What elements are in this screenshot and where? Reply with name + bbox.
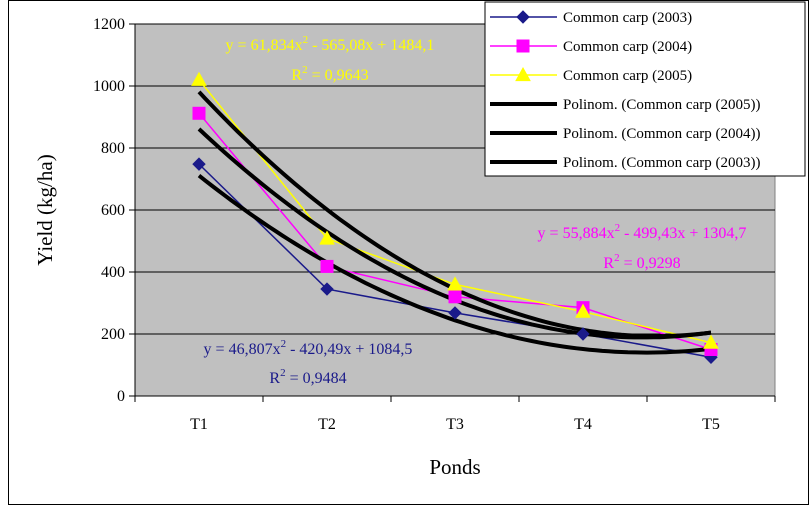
legend-marker [516, 10, 530, 24]
x-tick-label: T5 [702, 416, 720, 433]
data-point [447, 276, 463, 291]
data-point [448, 290, 462, 304]
data-point [448, 306, 462, 320]
data-point [320, 259, 334, 273]
data-point [575, 303, 591, 318]
data-point [191, 71, 207, 86]
trendline [197, 174, 712, 355]
legend-label: Polinom. (Common carp (2003)) [563, 155, 760, 171]
data-point [703, 334, 719, 349]
legend: Common carp (2003) Common carp (2004) Comm… [484, 1, 806, 177]
data-point [192, 106, 206, 120]
legend-label: Polinom. (Common carp (2005)) [563, 97, 760, 113]
x-tick-label: T3 [446, 416, 464, 433]
y-axis-title: Yield (kg/ha) [33, 154, 57, 265]
x-tick-label: T2 [318, 416, 336, 433]
legend-marker [515, 66, 531, 82]
legend-marker [516, 39, 530, 53]
data-point [576, 327, 590, 341]
data-point [319, 230, 335, 245]
r-squared-label: R2 = 0,9298 [603, 252, 680, 272]
r-squared-label: R2 = 0,9484 [269, 367, 346, 387]
trendline-equation: y = 61,834x2 - 565,08x + 1484,1 [226, 34, 435, 54]
y-tick-label: 600 [101, 202, 125, 219]
legend-label: Common carp (2005) [563, 68, 692, 84]
y-tick-label: 0 [117, 388, 125, 405]
y-tick-label: 1200 [93, 16, 125, 33]
trendline-equation: y = 46,807x2 - 420,49x + 1084,5 [204, 338, 413, 358]
x-tick-label: T4 [574, 416, 592, 433]
y-tick-label: 200 [101, 326, 125, 343]
trendline-equation: y = 55,884x2 - 499,43x + 1304,7 [538, 222, 747, 242]
x-tick-label: T1 [190, 416, 208, 433]
data-point [192, 157, 206, 171]
y-tick-label: 1000 [93, 78, 125, 95]
legend-label: Common carp (2003) [563, 10, 692, 26]
r-squared-label: R2 = 0,9643 [291, 64, 368, 84]
legend-label: Polinom. (Common carp (2004)) [563, 126, 760, 142]
x-axis-title: Ponds [429, 455, 480, 479]
legend-box [484, 1, 806, 177]
legend-label: Common carp (2004) [563, 39, 692, 55]
data-point [320, 282, 334, 296]
y-tick-label: 400 [101, 264, 125, 281]
y-tick-label: 800 [101, 140, 125, 157]
